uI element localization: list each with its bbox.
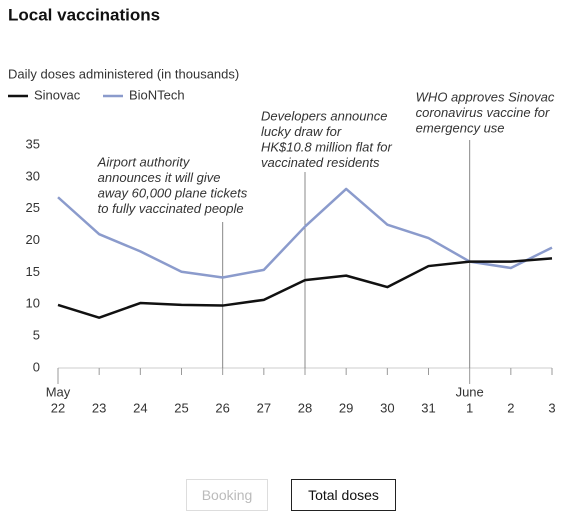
month-label: June xyxy=(456,384,484,399)
y-tick-label: 35 xyxy=(26,136,40,151)
annotation-text: HK$10.8 million flat for xyxy=(261,139,392,154)
y-tick-label: 30 xyxy=(26,168,40,183)
x-tick-label: 24 xyxy=(133,400,147,415)
annotation-text: away 60,000 plane tickets xyxy=(98,185,248,200)
legend-label: Sinovac xyxy=(34,87,81,102)
annotation-text: announces it will give xyxy=(98,170,221,185)
y-tick-label: 15 xyxy=(26,264,40,279)
annotation-text: WHO approves Sinovac xyxy=(416,89,555,104)
annotation-text: Airport authority xyxy=(97,154,191,169)
x-tick-label: 23 xyxy=(92,400,106,415)
y-tick-label: 20 xyxy=(26,232,40,247)
chart: Local vaccinations Daily doses administe… xyxy=(8,5,556,415)
x-tick-label: 27 xyxy=(257,400,271,415)
y-tick-label: 10 xyxy=(26,296,40,311)
annotation-text: to fully vaccinated people xyxy=(98,201,244,216)
x-tick-label: 22 xyxy=(51,400,65,415)
x-tick-label: 1 xyxy=(466,400,473,415)
month-label: May xyxy=(46,384,71,399)
x-tick-label: 2 xyxy=(507,400,514,415)
chart-title: Local vaccinations xyxy=(8,5,160,24)
x-tick-label: 30 xyxy=(380,400,394,415)
x-tick-label: 31 xyxy=(421,400,435,415)
annotation-text: vaccinated residents xyxy=(261,155,380,170)
y-axis-label: Daily doses administered (in thousands) xyxy=(8,66,239,81)
annotation-text: emergency use xyxy=(416,120,505,135)
y-tick-label: 5 xyxy=(33,328,40,343)
booking-button[interactable]: Booking xyxy=(186,479,268,511)
x-tick-label: 29 xyxy=(339,400,353,415)
series-line xyxy=(57,257,553,319)
y-tick-label: 25 xyxy=(26,200,40,215)
total-doses-button[interactable]: Total doses xyxy=(291,479,396,511)
y-tick-label: 0 xyxy=(33,359,40,374)
legend-label: BioNTech xyxy=(129,87,185,102)
x-tick-label: 26 xyxy=(215,400,229,415)
annotation-text: lucky draw for xyxy=(261,124,342,139)
x-tick-label: 28 xyxy=(298,400,312,415)
x-tick-label: 3 xyxy=(548,400,555,415)
annotation-text: coronavirus vaccine for xyxy=(416,105,550,120)
x-tick-label: 25 xyxy=(174,400,188,415)
annotation-text: Developers announce xyxy=(261,108,387,123)
